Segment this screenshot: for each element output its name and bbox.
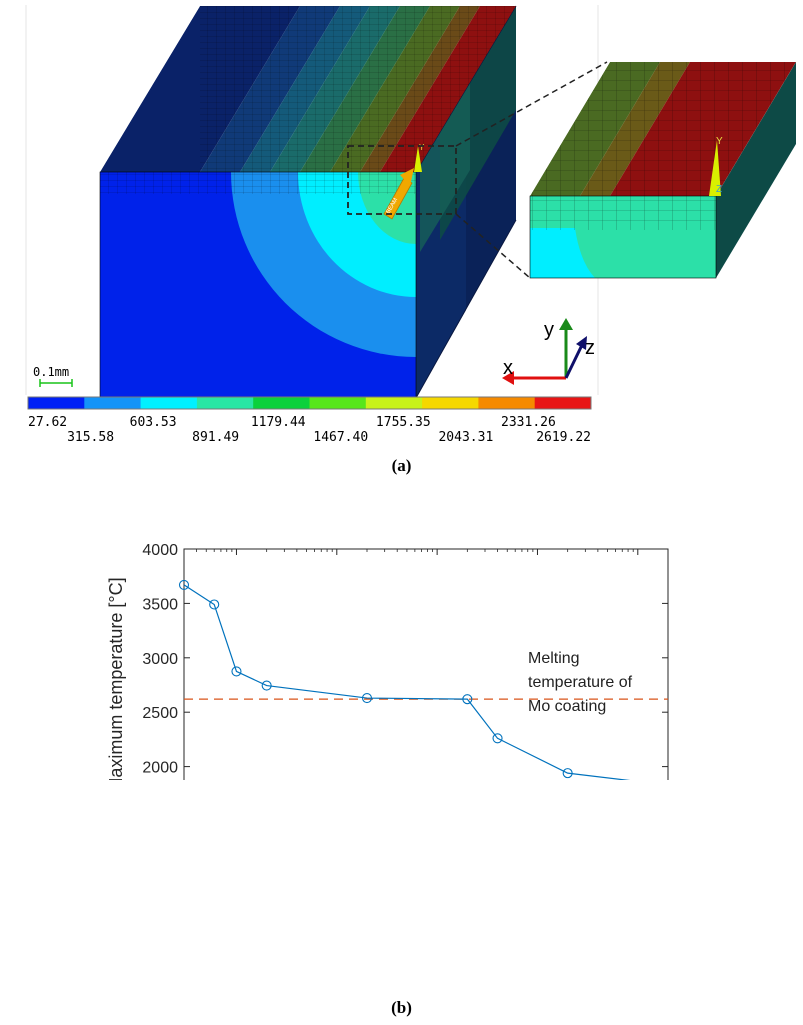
colorbar-segment	[253, 397, 310, 409]
plot-frame	[183, 548, 669, 780]
colorbar-tick-label: 1467.40	[313, 430, 368, 445]
y-tick-label: 3000	[142, 651, 178, 668]
annotation-line-3: Mo coating	[528, 698, 606, 715]
y-tick-label: 4000	[142, 542, 178, 559]
caption-a: (a)	[391, 456, 412, 475]
data-point	[231, 666, 242, 677]
axis-triad: y x z	[502, 318, 595, 385]
temperature-chart: 150020002500300035004000104106108Thermal…	[106, 542, 669, 780]
top-y-label: Y	[419, 143, 425, 152]
caption-b: (b)	[391, 998, 412, 1017]
data-point	[178, 579, 190, 590]
colorbar-tick-label: 891.49	[192, 430, 239, 445]
axis-x-label: x	[503, 357, 513, 379]
data-point	[492, 733, 503, 744]
colorbar-segment	[422, 397, 479, 409]
colorbar-segment	[478, 397, 536, 409]
annotation-line-2: temperature of	[528, 674, 633, 691]
axis-y-label: y	[544, 319, 554, 341]
colorbar-segment	[365, 397, 423, 409]
block-front-face	[99, 171, 417, 399]
y-axis-label: Maximum temperature [°C]	[106, 577, 126, 780]
chart-axes: 150020002500300035004000104106108Thermal…	[106, 542, 669, 780]
inset-z-label: Z	[716, 184, 722, 195]
data-point	[361, 693, 373, 704]
axis-z-label: z	[585, 337, 595, 359]
chart-series	[178, 579, 631, 780]
data-point	[261, 680, 272, 691]
zoom-inset: Y Z	[529, 62, 796, 279]
colorbar-segment	[28, 397, 85, 409]
melting-annotation: Melting temperature of Mo coating	[528, 650, 633, 715]
colorbar-tick-label: 1755.35	[376, 415, 431, 430]
colorbar-tick-label: 27.62	[28, 415, 67, 430]
data-point	[562, 768, 573, 779]
colorbar-segment	[84, 397, 142, 409]
colorbar-tick-label: 2619.22	[536, 430, 591, 445]
colorbar-tick-label: 1179.44	[251, 415, 306, 430]
y-tick-label: 3500	[142, 596, 178, 613]
scale-bar: 0.1mm	[33, 365, 73, 387]
colorbar-segment	[534, 397, 592, 409]
colorbar-tick-label: 2331.26	[501, 415, 556, 430]
data-point	[209, 599, 220, 610]
colorbar-tick-label: 2043.31	[438, 430, 493, 445]
zoom-region-box	[347, 145, 457, 215]
colorbar-frame	[27, 396, 592, 410]
data-point	[462, 694, 473, 705]
simulation-figure: BEAM Y Y Z y	[25, 5, 796, 445]
y-tick-label: 2000	[142, 760, 178, 777]
block-side-face	[415, 5, 517, 399]
block-top-face	[100, 6, 516, 172]
colorbar-segment	[196, 397, 254, 409]
series-line	[183, 584, 631, 780]
y-tick-label: 2500	[142, 705, 178, 722]
colorbar-tick-label: 315.58	[67, 430, 114, 445]
colorbar-tick-label: 603.53	[130, 415, 177, 430]
annotation-line-1: Melting	[528, 650, 580, 667]
colorbar-segment	[309, 397, 367, 409]
scale-bar-label: 0.1mm	[33, 365, 69, 379]
colorbar-segment	[140, 397, 198, 409]
inset-y-label: Y	[716, 136, 723, 147]
